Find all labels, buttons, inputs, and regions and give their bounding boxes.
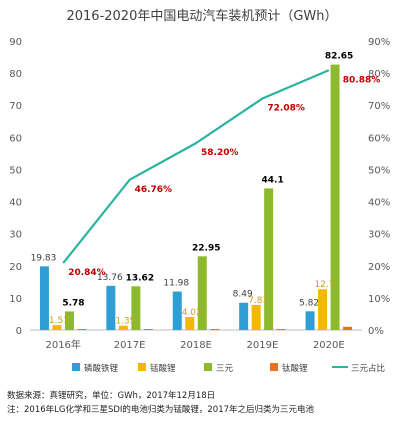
line-data-label: 46.76% <box>135 185 173 195</box>
y-tick-label-left: 30 <box>9 230 22 241</box>
y-tick-label-right: 50% <box>368 165 390 176</box>
legend-swatch <box>138 363 146 371</box>
bar-data-label: 5.82 <box>299 298 319 308</box>
y-tick-label-left: 70 <box>9 101 22 112</box>
bar <box>197 256 207 330</box>
y-tick-label-right: 20% <box>368 262 390 273</box>
bar <box>64 311 74 330</box>
y-tick-label-right: 40% <box>368 198 390 209</box>
axes: 0 10 20 30 40 50 60 70 80 90 0% 10% 20% 30% 40% 50% 60% 7… <box>9 37 390 351</box>
x-tick-label: 2019E <box>247 340 279 351</box>
bar-data-label: 19.83 <box>31 253 57 263</box>
y-tick-label-left: 20 <box>9 262 22 273</box>
bar <box>239 302 249 330</box>
y-tick-label-left: 60 <box>9 133 22 144</box>
bar-data-label: 7.81 <box>248 296 268 306</box>
y-tick-label-right: 10% <box>368 294 390 305</box>
bar <box>318 289 328 330</box>
y-tick-label-left: 90 <box>9 37 22 48</box>
y-tick-label-right: 90% <box>368 37 390 48</box>
bars <box>39 64 353 330</box>
y-tick-label-right: 0% <box>368 326 384 337</box>
footnote: 注：2016年LG化学和三星SDI的电池归类为锰酸锂，2017年之后归类为三元电… <box>7 405 315 415</box>
y-tick-label-left: 50 <box>9 165 22 176</box>
bar <box>251 304 261 330</box>
bar-data-label: 4.02 <box>182 308 202 318</box>
x-tick-label: 2016年 <box>45 338 80 351</box>
bar-data-label: 1.51 <box>49 316 69 326</box>
y-tick-label-left: 10 <box>9 294 22 305</box>
legend-label: 三元 <box>216 364 234 374</box>
x-tick-label: 2020E <box>313 340 345 351</box>
bar <box>330 64 340 330</box>
line-data-label: 72.08% <box>267 104 305 114</box>
chart-title: 2016-2020年中国电动汽车装机预计（GWh） <box>66 8 337 24</box>
legend-swatch <box>72 363 80 371</box>
bar <box>118 325 128 330</box>
legend-swatch <box>270 363 278 371</box>
bar-data-label: 11.98 <box>163 279 189 289</box>
legend-label: 锰酸锂 <box>150 363 176 374</box>
bar-data-label: 44.1 <box>262 175 284 185</box>
bar <box>210 329 220 330</box>
bar-data-label: 22.95 <box>192 243 220 253</box>
line-data-label: 58.20% <box>201 148 239 158</box>
y-tick-label-right: 80% <box>368 69 390 80</box>
bar-data-label: 5.78 <box>62 298 84 308</box>
y-tick-label-right: 70% <box>368 101 390 112</box>
y-tick-label-right: 60% <box>368 133 390 144</box>
line-data-label: 80.88% <box>343 75 381 85</box>
bar <box>343 326 353 330</box>
x-tick-label: 2017E <box>114 340 146 351</box>
bar-data-label: 12.7 <box>315 280 335 290</box>
y-tick-label-left: 0 <box>16 326 22 337</box>
bar <box>143 329 153 330</box>
legend: 磷酸铁锂 锰酸锂 三元 钛酸锂 三元占比 <box>72 363 385 374</box>
bar-data-label: 13.62 <box>126 273 154 283</box>
line-series-path <box>62 69 330 264</box>
bar <box>131 286 141 330</box>
bar <box>106 285 116 330</box>
data-labels: 19.83 13.76 11.98 8.49 5.82 1.51 1.35 4.02 7.81 1… <box>31 52 381 327</box>
bar <box>172 291 182 330</box>
y-tick-label-left: 40 <box>9 198 22 209</box>
bar <box>77 329 87 330</box>
bar-data-label: 8.49 <box>233 290 253 300</box>
legend-label: 三元占比 <box>351 363 385 374</box>
line-layer <box>62 69 330 264</box>
y-tick-label-right: 30% <box>368 230 390 241</box>
bar <box>185 317 195 330</box>
bar <box>276 329 286 330</box>
legend-label: 磷酸铁锂 <box>84 363 119 374</box>
bar-data-label: 82.65 <box>325 52 353 62</box>
bar <box>52 325 62 330</box>
chart-svg: 2016-2020年中国电动汽车装机预计（GWh） 0 10 20 30 40 50 60 7… <box>9 8 390 374</box>
bar <box>264 188 274 330</box>
bar-data-label: 1.35 <box>115 317 135 327</box>
legend-swatch <box>204 363 212 371</box>
bar-data-label: 13.76 <box>97 273 123 283</box>
source-note: 数据来源：真锂研究，单位：GWh，2017年12月18日 <box>7 391 216 401</box>
y-tick-label-left: 80 <box>9 69 22 80</box>
legend-label: 钛酸锂 <box>282 363 308 374</box>
line-data-label: 20.84% <box>68 268 106 278</box>
bar <box>305 311 315 330</box>
bar <box>39 266 49 330</box>
x-tick-label: 2018E <box>180 340 212 351</box>
